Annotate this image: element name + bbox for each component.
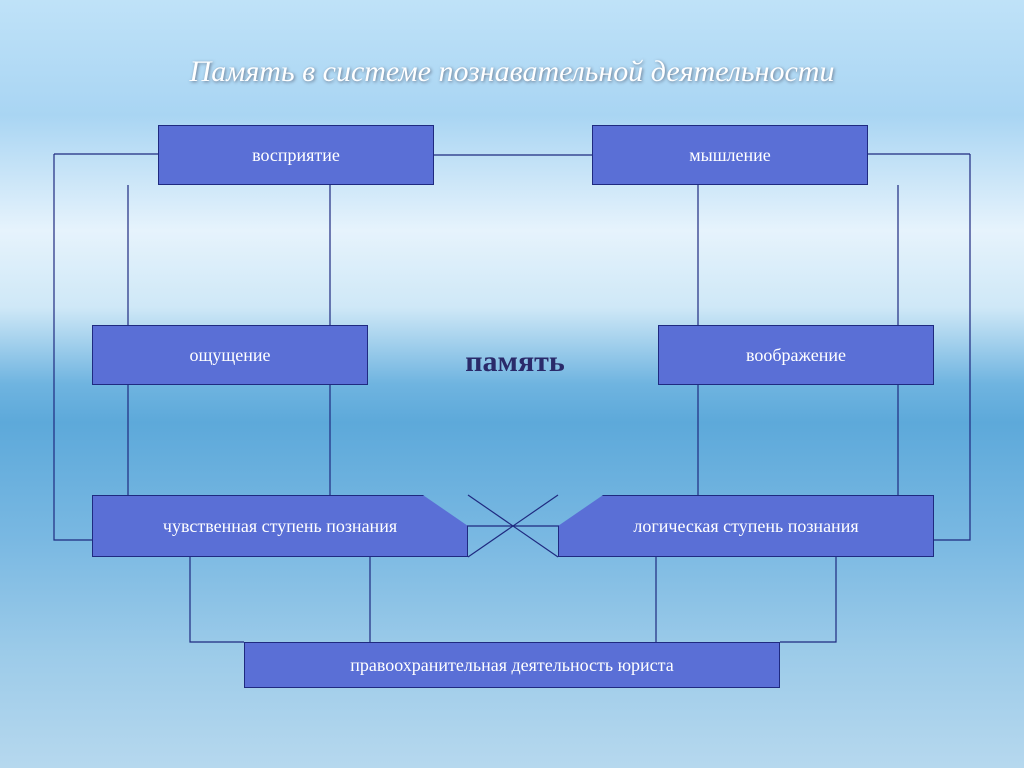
box-sensory-step: чувственная ступень познания: [92, 495, 468, 557]
box-imagination: воображение: [658, 325, 934, 385]
box-sensation: ощущение: [92, 325, 368, 385]
box-logical-step: логическая ступень познания: [558, 495, 934, 557]
box-law-activity: правоохранительная деятельность юриста: [244, 642, 780, 688]
slide-stage: Память в системе познавательной деятельн…: [0, 0, 1024, 768]
box-thinking: мышление: [592, 125, 868, 185]
box-perception: восприятие: [158, 125, 434, 185]
slide-title: Память в системе познавательной деятельн…: [0, 55, 1024, 89]
center-label-memory: память: [445, 345, 585, 383]
